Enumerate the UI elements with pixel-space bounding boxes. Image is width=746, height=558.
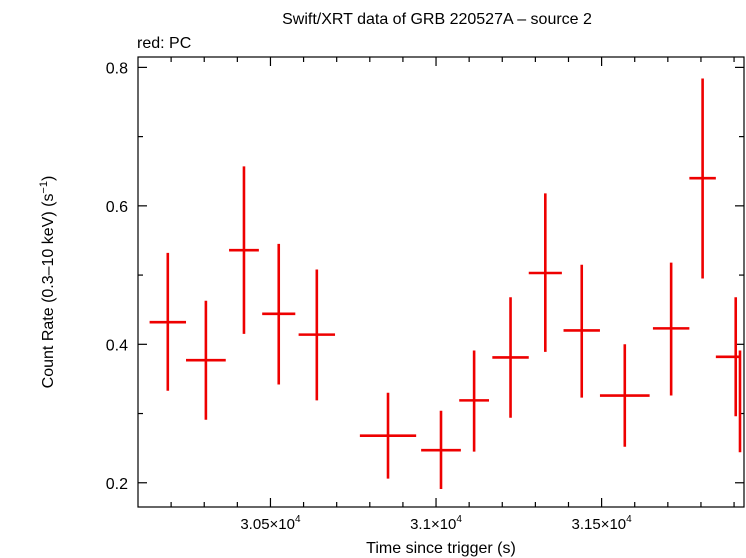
y-tick-label: 0.2: [106, 476, 128, 493]
data-point: [652, 262, 690, 396]
x-tick-exponent: 4: [626, 514, 632, 525]
data-point: [421, 410, 461, 489]
y-axis-label: Count Rate (0.3–10 keV) (s−1): [38, 176, 57, 389]
y-tick-labels: 0.2 0.4 0.6 0.8: [106, 60, 128, 492]
data-point: [599, 344, 650, 447]
x-axis-label: Time since trigger (s): [366, 540, 516, 557]
chart-subtitle: red: PC: [137, 35, 191, 52]
data-point: [459, 350, 490, 452]
x-tick-mantissa: 3.05×10: [240, 516, 295, 533]
x-tick-label: 3.05×104: [240, 514, 301, 533]
data-point: [229, 166, 259, 334]
x-tick-label: 3.1×104: [410, 514, 462, 533]
x-tick-labels: 3.05×104 3.1×104 3.15×104: [240, 514, 632, 533]
data-point: [262, 243, 296, 385]
y-axis-label-sup: −1: [38, 181, 50, 194]
data-point: [298, 269, 336, 401]
y-tick-label: 0.6: [106, 199, 128, 216]
x-tick-label: 3.15×104: [572, 514, 633, 533]
y-axis-label-close: ): [40, 176, 57, 181]
data-point: [149, 252, 187, 391]
data-point: [492, 297, 529, 418]
y-axis-label-main: Count Rate (0.3–10 keV) (s: [40, 194, 57, 389]
data-point: [689, 78, 716, 279]
data-point: [715, 297, 740, 417]
plot-frame: [137, 56, 745, 508]
data-point: [359, 392, 417, 479]
chart-title: Swift/XRT data of GRB 220527A – source 2: [282, 11, 592, 28]
data-series: [149, 78, 742, 489]
y-tick-label: 0.8: [106, 60, 128, 77]
x-tick-mantissa: 3.1×10: [410, 516, 456, 533]
x-tick-exponent: 4: [295, 514, 301, 525]
data-point: [563, 264, 600, 398]
data-point: [528, 193, 562, 352]
y-tick-label: 0.4: [106, 337, 128, 354]
x-tick-mantissa: 3.15×10: [572, 516, 627, 533]
data-point: [186, 300, 226, 420]
x-tick-exponent: 4: [456, 514, 462, 525]
